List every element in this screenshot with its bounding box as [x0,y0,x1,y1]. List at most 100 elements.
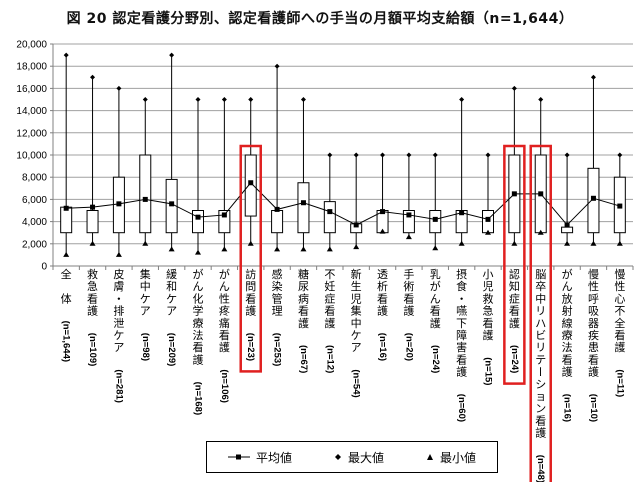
category-1 [86,74,99,246]
svg-text:護: 護 [298,316,309,330]
svg-text:排: 排 [113,304,124,318]
svg-text:急: 急 [483,304,494,318]
min-marker [616,240,623,246]
category-2 [112,85,125,257]
svg-text:看: 看 [403,291,414,305]
category-n-label: (n=98) [140,333,151,361]
svg-text:看: 看 [324,304,335,318]
mean-marker [116,201,122,207]
range-box [218,210,231,234]
svg-text:慢: 慢 [614,268,625,281]
mean-marker [380,209,386,215]
range-box [244,154,257,217]
svg-text:護: 護 [614,340,625,354]
y-tick-label: 20,000 [16,40,47,51]
max-marker [327,152,333,158]
max-marker [380,152,386,158]
svg-text:ー: ー [534,366,547,377]
svg-text:護: 護 [562,365,573,379]
category-20 [587,74,600,246]
triangle-marker-icon [426,453,434,461]
svg-text:護: 護 [219,340,230,354]
range-box [271,210,284,234]
svg-text:線: 線 [562,316,573,330]
svg-text:リ: リ [535,305,546,318]
svg-text:護: 護 [456,365,467,379]
max-marker [590,74,596,80]
svg-text:ア: ア [140,305,151,318]
legend-item-mean: 平均値 [227,449,292,466]
min-marker [405,234,412,240]
svg-text:尿: 尿 [298,280,309,293]
min-marker [564,240,571,246]
min-marker [353,244,360,250]
svg-text:児: 児 [351,292,362,305]
y-axis: 0 2,000 4,000 6,000 8,000 10,000 12,000 14,000 1… [16,40,54,273]
svg-text:患: 患 [588,341,599,354]
svg-text:ん: ん [219,280,230,293]
mean-marker [248,180,254,186]
svg-text:問: 問 [245,280,256,293]
category-16 [482,152,494,235]
x-axis [52,265,634,270]
category-21 [613,152,626,246]
mean-marker [142,196,148,202]
mean-marker [90,204,96,210]
svg-text:病: 病 [298,291,309,305]
category-n-label: (n=168) [192,382,203,416]
mean-marker [432,216,438,222]
svg-text:看: 看 [219,328,230,342]
svg-text:看: 看 [509,304,520,318]
max-marker [617,152,623,158]
max-marker [274,63,280,69]
svg-text:ョ: ョ [535,390,546,403]
mean-marker [195,214,201,220]
max-marker [195,97,201,102]
y-tick-label: 6,000 [22,195,47,206]
svg-text:心: 心 [614,292,625,305]
svg-text:慢: 慢 [588,268,599,281]
category-n-label: (n=10) [588,394,599,422]
mean-line [66,182,620,226]
max-marker [353,152,359,158]
legend-label-mean: 平均値 [255,450,292,465]
max-marker [300,97,306,102]
y-tick-label: 12,000 [16,128,47,139]
svg-text:護: 護 [87,304,98,318]
max-marker [248,97,254,102]
svg-text:護: 護 [430,316,441,330]
svg-text:ケ: ケ [113,329,124,342]
y-tick-label: 10,000 [16,151,47,162]
y-tick-label: 0 [41,262,47,273]
max-marker [564,152,570,158]
svg-text:体: 体 [61,291,72,305]
min-marker [195,249,201,255]
svg-text:急: 急 [87,279,98,293]
svg-text:症: 症 [324,291,335,305]
category-11 [350,152,363,250]
svg-text:泄: 泄 [113,317,124,330]
mean-marker [590,195,596,201]
max-marker [485,152,491,158]
category-n-label: (n=11) [614,369,625,397]
category-18 [534,97,547,235]
category-13 [402,152,415,240]
max-marker [90,74,96,80]
svg-text:看: 看 [483,316,494,330]
mean-marker [617,203,623,209]
svg-text:器: 器 [588,317,599,330]
category-4 [165,52,178,252]
svg-text:看: 看 [298,304,309,318]
range-box [60,206,73,234]
range-box [192,210,204,234]
category-6 [218,97,231,252]
max-marker [169,52,175,58]
min-marker [89,240,96,246]
min-marker [63,251,70,257]
